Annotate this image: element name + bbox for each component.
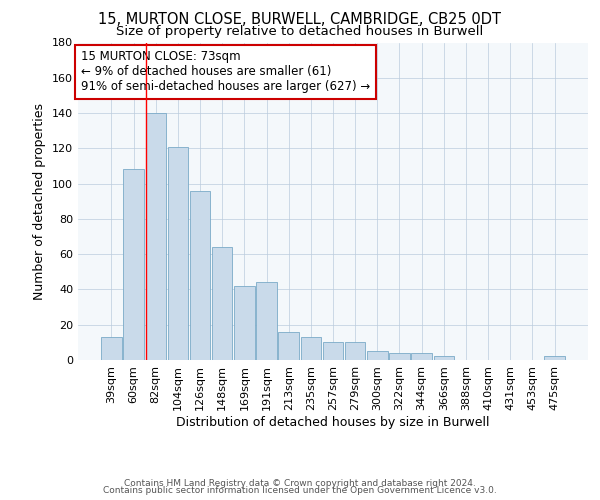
Bar bbox=[412, 353, 432, 360]
Bar bbox=[234, 286, 254, 360]
Y-axis label: Number of detached properties: Number of detached properties bbox=[34, 103, 46, 300]
Bar bbox=[367, 351, 388, 360]
Bar bbox=[101, 337, 122, 360]
Bar bbox=[212, 247, 232, 360]
Bar bbox=[124, 170, 144, 360]
Bar bbox=[256, 282, 277, 360]
Bar bbox=[278, 332, 299, 360]
Text: 15 MURTON CLOSE: 73sqm
← 9% of detached houses are smaller (61)
91% of semi-deta: 15 MURTON CLOSE: 73sqm ← 9% of detached … bbox=[80, 50, 370, 94]
Bar bbox=[544, 356, 565, 360]
Bar bbox=[301, 337, 321, 360]
Bar bbox=[434, 356, 454, 360]
Bar bbox=[389, 353, 410, 360]
Bar bbox=[167, 146, 188, 360]
Text: Size of property relative to detached houses in Burwell: Size of property relative to detached ho… bbox=[116, 25, 484, 38]
Text: 15, MURTON CLOSE, BURWELL, CAMBRIDGE, CB25 0DT: 15, MURTON CLOSE, BURWELL, CAMBRIDGE, CB… bbox=[98, 12, 502, 28]
Bar bbox=[146, 113, 166, 360]
Text: Contains public sector information licensed under the Open Government Licence v3: Contains public sector information licen… bbox=[103, 486, 497, 495]
Bar bbox=[190, 190, 210, 360]
Bar bbox=[345, 342, 365, 360]
Bar bbox=[323, 342, 343, 360]
X-axis label: Distribution of detached houses by size in Burwell: Distribution of detached houses by size … bbox=[176, 416, 490, 428]
Text: Contains HM Land Registry data © Crown copyright and database right 2024.: Contains HM Land Registry data © Crown c… bbox=[124, 478, 476, 488]
